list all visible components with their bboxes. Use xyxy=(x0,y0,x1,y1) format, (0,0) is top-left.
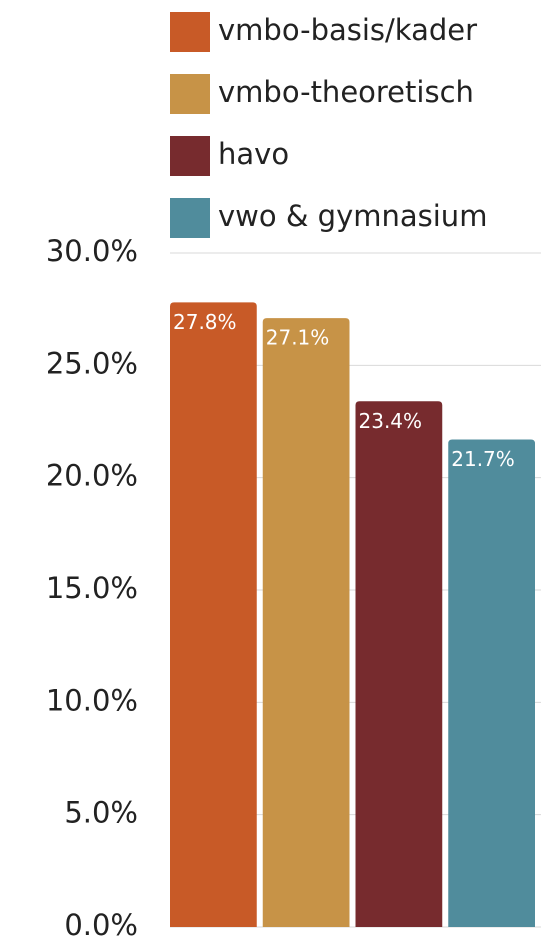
y-tick-label: 5.0% xyxy=(64,796,138,830)
y-tick-label: 20.0% xyxy=(46,459,138,493)
legend-swatch xyxy=(170,12,210,52)
legend-label: vmbo-basis/kader xyxy=(218,13,477,47)
y-tick-label: 10.0% xyxy=(46,683,138,717)
value-label: 21.7% xyxy=(451,447,515,471)
bar xyxy=(355,401,443,927)
y-tick-label: 25.0% xyxy=(46,346,138,380)
bar xyxy=(170,302,257,928)
y-tick-label: 15.0% xyxy=(46,571,138,605)
legend-swatch xyxy=(170,198,210,238)
bar xyxy=(448,439,535,927)
legend-swatch xyxy=(170,74,210,114)
legend-label: vwo & gymnasium xyxy=(218,199,487,233)
bar xyxy=(262,318,350,927)
legend-swatch xyxy=(170,136,210,176)
value-label: 23.4% xyxy=(359,409,423,433)
value-label: 27.8% xyxy=(173,310,237,334)
legend-label: havo xyxy=(218,137,289,171)
y-tick-label: 0.0% xyxy=(64,908,138,941)
legend-label: vmbo-theoretisch xyxy=(218,75,474,109)
y-tick-label: 30.0% xyxy=(46,234,138,268)
value-label: 27.1% xyxy=(266,326,330,350)
